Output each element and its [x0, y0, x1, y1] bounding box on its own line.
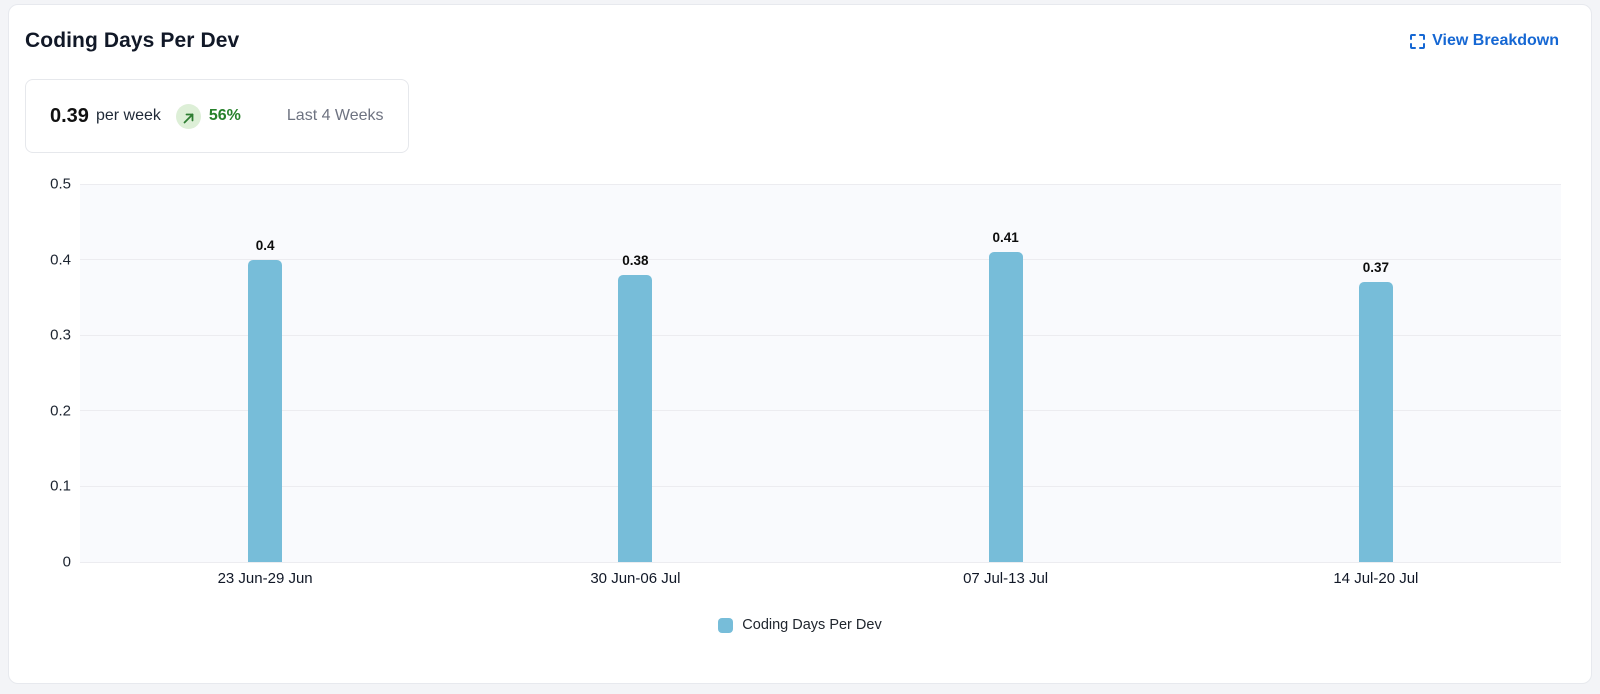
page-title: Coding Days Per Dev	[25, 29, 240, 52]
gridline	[80, 561, 1561, 563]
plot-area: 0.4 0.38 0.41 0.37	[80, 183, 1561, 563]
y-tick-label: 0.5	[50, 175, 71, 193]
bar-value-label: 0.41	[992, 230, 1019, 246]
gridline	[80, 334, 1561, 336]
bar-value-label: 0.38	[622, 252, 649, 268]
stat-value: 0.39	[50, 104, 89, 127]
x-tick-label: 14 Jul-20 Jul	[1333, 570, 1419, 587]
bar-coding-days-per-dev-3[interactable]	[1358, 282, 1393, 562]
view-breakdown-button[interactable]: View Breakdown	[1410, 32, 1559, 50]
gridline	[80, 259, 1561, 261]
trend-percent: 56%	[208, 107, 241, 124]
x-tick-label: 23 Jun-29 Jun	[217, 570, 313, 587]
trend-badge	[175, 103, 201, 129]
gridline	[80, 410, 1561, 412]
y-tick-label: 0	[62, 553, 71, 571]
gridline	[80, 485, 1561, 487]
bar-coding-days-per-dev-0[interactable]	[248, 259, 283, 562]
coding-days-card: Coding Days Per Dev View Breakdown 0.39 …	[8, 4, 1592, 684]
x-tick-label: 30 Jun-06 Jul	[590, 570, 681, 587]
legend-swatch-icon[interactable]	[718, 617, 734, 633]
trend-up-arrow-icon	[183, 111, 194, 123]
expand-icon	[1410, 33, 1426, 49]
chart-legend: Coding Days Per Dev	[9, 617, 1591, 633]
bar-value-label: 0.4	[255, 237, 275, 253]
summary-stat-card: 0.39 per week 56% Last 4 Weeks	[25, 79, 409, 153]
bar-coding-days-per-dev-2[interactable]	[988, 252, 1023, 562]
x-tick-label: 07 Jul-13 Jul	[963, 570, 1049, 587]
stat-unit-label: per week	[95, 107, 161, 124]
y-tick-label: 0.2	[50, 402, 71, 420]
card-header: Coding Days Per Dev View Breakdown	[25, 29, 1559, 53]
y-axis: 0.5 0.4 0.3 0.2 0.1 0	[9, 176, 71, 571]
legend-label[interactable]: Coding Days Per Dev	[742, 617, 882, 633]
bar-coding-days-per-dev-1[interactable]	[618, 274, 653, 562]
stat-period-label: Last 4 Weeks	[286, 107, 384, 124]
bar-value-label: 0.37	[1362, 260, 1390, 276]
gridline	[80, 183, 1561, 185]
y-tick-label: 0.1	[50, 477, 71, 495]
x-axis: 23 Jun-29 Jun 30 Jun-06 Jul 07 Jul-13 Jul 1…	[80, 570, 1561, 587]
view-breakdown-label: View Breakdown	[1432, 32, 1559, 49]
y-tick-label: 0.3	[50, 326, 71, 344]
y-tick-label: 0.4	[50, 251, 71, 269]
